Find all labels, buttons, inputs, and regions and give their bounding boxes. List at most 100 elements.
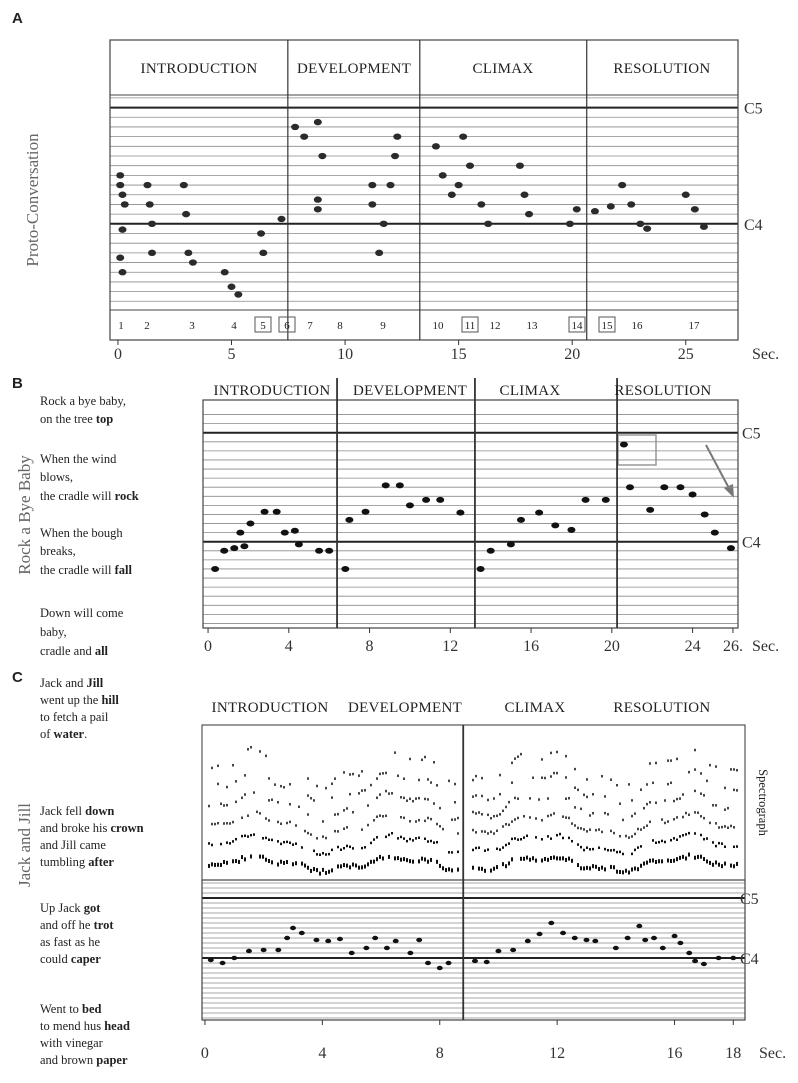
spectrogram-speck bbox=[331, 868, 333, 873]
pitch-point bbox=[625, 484, 634, 491]
pitch-point bbox=[686, 950, 693, 956]
segment-number: 11 bbox=[465, 320, 476, 332]
spectrogram-speck bbox=[403, 796, 405, 800]
spectrogram-speck bbox=[376, 815, 378, 819]
spectrogram-speck bbox=[310, 868, 312, 873]
spectrogram-speck bbox=[550, 751, 552, 755]
spectrogram-speck bbox=[547, 797, 549, 800]
spectrogram-speck bbox=[424, 857, 426, 862]
spectrogram-speck bbox=[715, 844, 717, 848]
section-label: CLIMAX bbox=[505, 700, 566, 716]
panel-letter: C bbox=[12, 669, 23, 686]
spectrogram-speck bbox=[418, 818, 420, 822]
pitch-point bbox=[565, 220, 574, 228]
pitch-point bbox=[379, 220, 388, 228]
spectrogram-speck bbox=[694, 855, 696, 860]
spectrogram-speck bbox=[337, 845, 339, 849]
lyric-text: went up the bbox=[40, 693, 101, 707]
spectrogram-speck bbox=[604, 867, 606, 872]
pitch-point bbox=[520, 191, 529, 198]
pitch-point bbox=[495, 948, 502, 954]
pitch-point bbox=[368, 201, 377, 208]
spectrogram-speck bbox=[568, 836, 570, 840]
spectrogram-speck bbox=[379, 814, 381, 817]
pitch-point bbox=[260, 947, 267, 953]
spectrogram-speck bbox=[418, 796, 420, 800]
spectrogram-speck bbox=[508, 842, 510, 845]
spectrogram-speck bbox=[496, 865, 498, 870]
spectrogram-speck bbox=[343, 846, 345, 850]
spectrogram-speck bbox=[427, 816, 429, 820]
pitch-point bbox=[386, 181, 395, 189]
spectrogram-speck bbox=[475, 846, 477, 850]
x-tick-label: 25 bbox=[678, 346, 694, 363]
pitch-point bbox=[259, 249, 268, 257]
spectrogram-speck bbox=[619, 802, 621, 805]
pitch-point bbox=[211, 565, 220, 572]
spectrogram-speck bbox=[475, 774, 477, 778]
lyric-line: the cradle will fall bbox=[40, 563, 133, 577]
spectrogram-speck bbox=[313, 867, 315, 872]
spectrogram-speck bbox=[547, 835, 549, 838]
spectrogram-speck bbox=[349, 865, 351, 870]
spectrogram-speck bbox=[487, 832, 489, 835]
spectrogram-speck bbox=[718, 841, 720, 845]
spectrogram-speck bbox=[568, 796, 570, 800]
spectrogram-speck bbox=[433, 841, 435, 844]
spectrogram-speck bbox=[514, 796, 516, 800]
spectrogram-speck bbox=[664, 840, 666, 844]
spectrogram-speck bbox=[412, 839, 414, 842]
spectrogram-speck bbox=[235, 780, 237, 783]
spectrogram-speck bbox=[364, 846, 366, 849]
spectrogram-speck bbox=[223, 860, 225, 865]
pitch-point bbox=[416, 937, 423, 943]
spectrogram-speck bbox=[613, 831, 615, 835]
lyric-text: Jack fell bbox=[40, 804, 85, 818]
spectrogram-speck bbox=[613, 848, 615, 852]
spectrogram-speck bbox=[370, 841, 372, 845]
spectrogram-speck bbox=[565, 776, 567, 779]
pitch-point bbox=[699, 223, 708, 230]
spectrogram-speck bbox=[736, 768, 738, 772]
spectrogram-speck bbox=[235, 837, 237, 841]
spectrogram-speck bbox=[271, 838, 273, 842]
lyric-text: and Jill came bbox=[40, 838, 106, 852]
spectrogram-speck bbox=[709, 763, 711, 767]
spectrogram-speck bbox=[337, 864, 339, 869]
lyric-text: to mend hus bbox=[40, 1019, 104, 1033]
spectrogram-speck bbox=[505, 822, 507, 826]
spectrogram-speck bbox=[319, 871, 321, 876]
spectrogram-speck bbox=[385, 789, 387, 793]
spectrogram-speck bbox=[610, 849, 612, 852]
pitch-point bbox=[219, 960, 226, 966]
spectrogram-speck bbox=[556, 856, 558, 861]
spectrogram-speck bbox=[391, 831, 393, 835]
pitch-point bbox=[567, 526, 576, 533]
lyric-text: and broke his bbox=[40, 821, 110, 835]
x-tick-label: 0 bbox=[114, 346, 122, 363]
spectrogram-speck bbox=[343, 771, 345, 774]
spectrogram-speck bbox=[625, 834, 627, 838]
spectrogram-speck bbox=[526, 855, 528, 860]
pitch-point bbox=[145, 201, 154, 208]
y-axis-label: Jack and Jill bbox=[15, 803, 34, 887]
spectrogram-speck bbox=[439, 863, 441, 868]
spectrogram-speck bbox=[607, 813, 609, 816]
spectrogram-speck bbox=[721, 842, 723, 845]
pitch-point bbox=[636, 220, 645, 228]
spectrogram-speck bbox=[217, 782, 219, 786]
spectrogram-speck bbox=[253, 833, 255, 836]
pitch-point bbox=[592, 938, 599, 944]
spectrogram-speck bbox=[490, 817, 492, 820]
spectrogram-speck bbox=[349, 773, 351, 776]
pitch-point bbox=[438, 172, 447, 179]
spectrogram-speck bbox=[226, 860, 228, 865]
spectrogram-speck bbox=[277, 800, 279, 804]
spectrogram-speck bbox=[367, 862, 369, 867]
spectrogram-speck bbox=[430, 857, 432, 862]
spectrogram-speck bbox=[616, 869, 618, 874]
spectrogram-speck bbox=[544, 856, 546, 861]
pitch-point bbox=[601, 496, 610, 503]
spectrogram-speck bbox=[700, 772, 702, 775]
